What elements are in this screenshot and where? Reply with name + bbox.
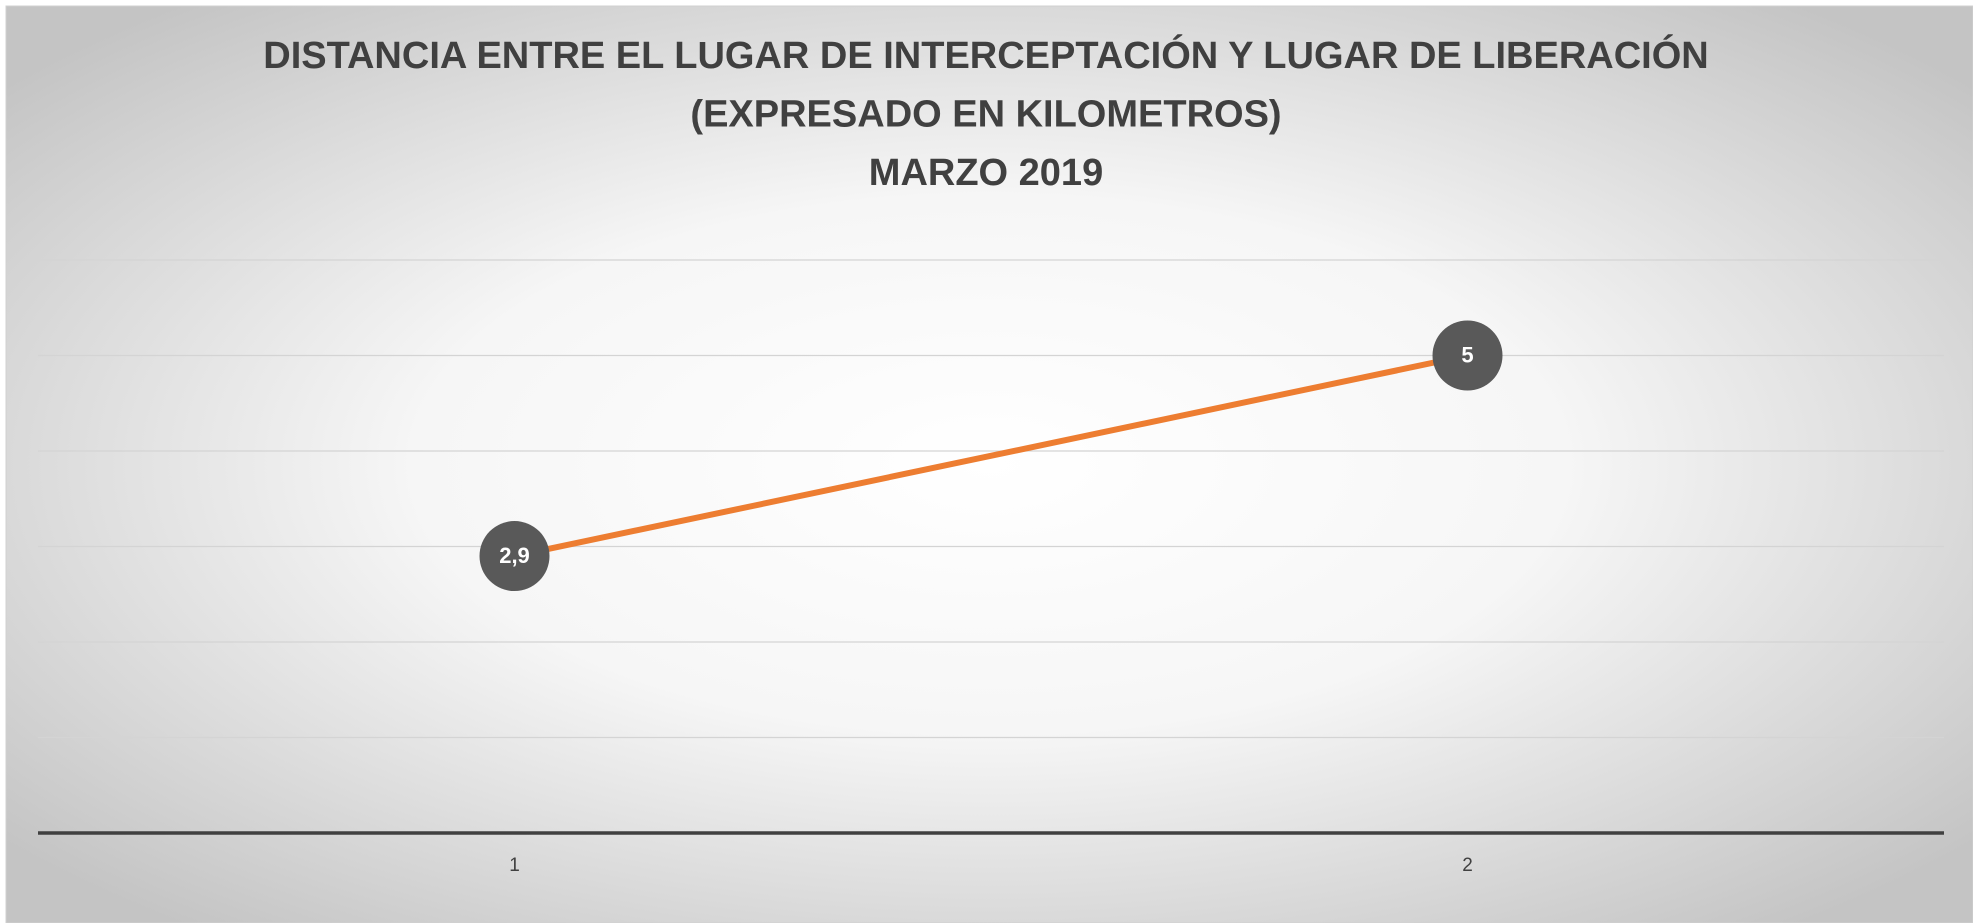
data-label: 2,9 bbox=[499, 543, 530, 568]
chart-title: MARZO 2019 bbox=[869, 152, 1103, 194]
chart-title: (EXPRESADO EN KILOMETROS) bbox=[690, 94, 1281, 136]
data-marker bbox=[1432, 320, 1503, 391]
data-label: 5 bbox=[1461, 342, 1473, 367]
chart-background bbox=[5, 5, 1973, 923]
series-line bbox=[511, 352, 1471, 560]
x-tick-label: 1 bbox=[509, 855, 520, 876]
x-tick-label: 2 bbox=[1462, 855, 1473, 876]
data-marker bbox=[479, 521, 550, 592]
chart-title: DISTANCIA ENTRE EL LUGAR DE INTERCEPTACI… bbox=[263, 33, 1708, 77]
